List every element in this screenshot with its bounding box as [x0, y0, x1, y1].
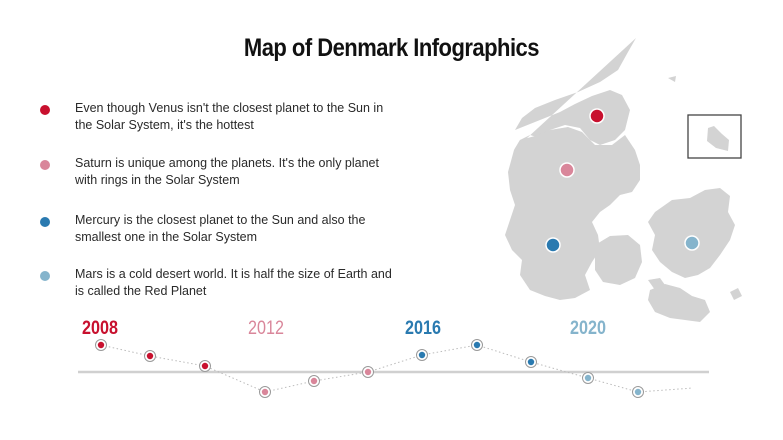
timeline-point[interactable]: [416, 349, 428, 361]
timeline-point[interactable]: [259, 386, 271, 398]
legend-item-text: Mars is a cold desert world. It is half …: [75, 267, 392, 298]
legend-item: Even though Venus isn't the closest plan…: [40, 100, 395, 134]
map-marker-lightblue[interactable]: [684, 235, 700, 251]
bornholm-inset-box: [687, 114, 742, 159]
timeline-point[interactable]: [582, 372, 594, 384]
lightblue-dot-icon: [40, 271, 50, 281]
timeline-point[interactable]: [308, 375, 320, 387]
legend-item: Mercury is the closest planet to the Sun…: [40, 212, 395, 246]
page-title: Map of Denmark Infographics: [243, 34, 540, 62]
year-label-2016: 2016: [405, 318, 441, 339]
bornholm-shape: [707, 126, 729, 151]
timeline-point[interactable]: [471, 339, 483, 351]
timeline-point[interactable]: [632, 386, 644, 398]
legend-item-text: Even though Venus isn't the closest plan…: [75, 101, 384, 132]
timeline-points: [95, 339, 644, 398]
year-label-2020: 2020: [570, 318, 606, 339]
timeline-point[interactable]: [144, 350, 156, 362]
year-label-2008: 2008: [82, 318, 118, 339]
timeline-point[interactable]: [362, 366, 374, 378]
red-dot-icon: [40, 105, 50, 115]
map-marker-pink[interactable]: [559, 162, 575, 178]
timeline-trend-line: [100, 344, 694, 393]
legend-item-text: Saturn is unique among the planets. It's…: [75, 156, 379, 187]
timeline-point[interactable]: [199, 360, 211, 372]
legend-item: Mars is a cold desert world. It is half …: [40, 266, 395, 300]
year-label-2012: 2012: [248, 318, 284, 339]
map-landmass: [505, 38, 742, 322]
timeline-point[interactable]: [95, 339, 107, 351]
timeline-point[interactable]: [525, 356, 537, 368]
map-marker-red[interactable]: [589, 108, 605, 124]
legend-item: Saturn is unique among the planets. It's…: [40, 155, 395, 189]
pink-dot-icon: [40, 160, 50, 170]
legend-item-text: Mercury is the closest planet to the Sun…: [75, 213, 366, 244]
blue-dot-icon: [40, 217, 50, 227]
map-marker-blue[interactable]: [545, 237, 561, 253]
